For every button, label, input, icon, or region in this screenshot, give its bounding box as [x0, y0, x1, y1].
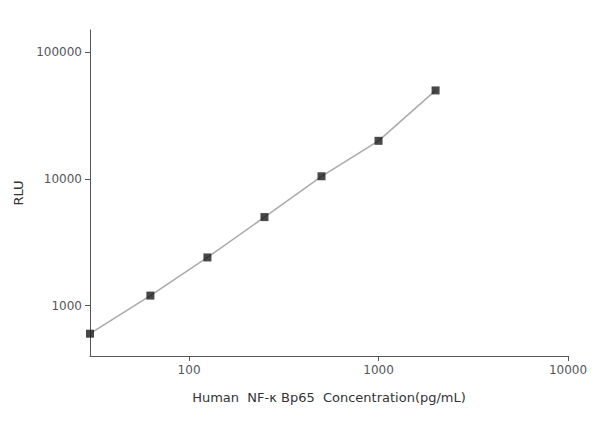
svg-text:100: 100 — [178, 363, 201, 377]
svg-text:10000: 10000 — [44, 172, 82, 186]
svg-text:RLU: RLU — [11, 180, 26, 205]
svg-text:10000: 10000 — [549, 363, 587, 377]
svg-text:Human NF-κ Bp65 Concentratio: Human NF-κ Bp65 Concentration(pg/mL) — [192, 390, 466, 405]
svg-text:100000: 100000 — [36, 45, 82, 59]
svg-text:1000: 1000 — [363, 363, 394, 377]
svg-text:1000: 1000 — [51, 299, 82, 313]
